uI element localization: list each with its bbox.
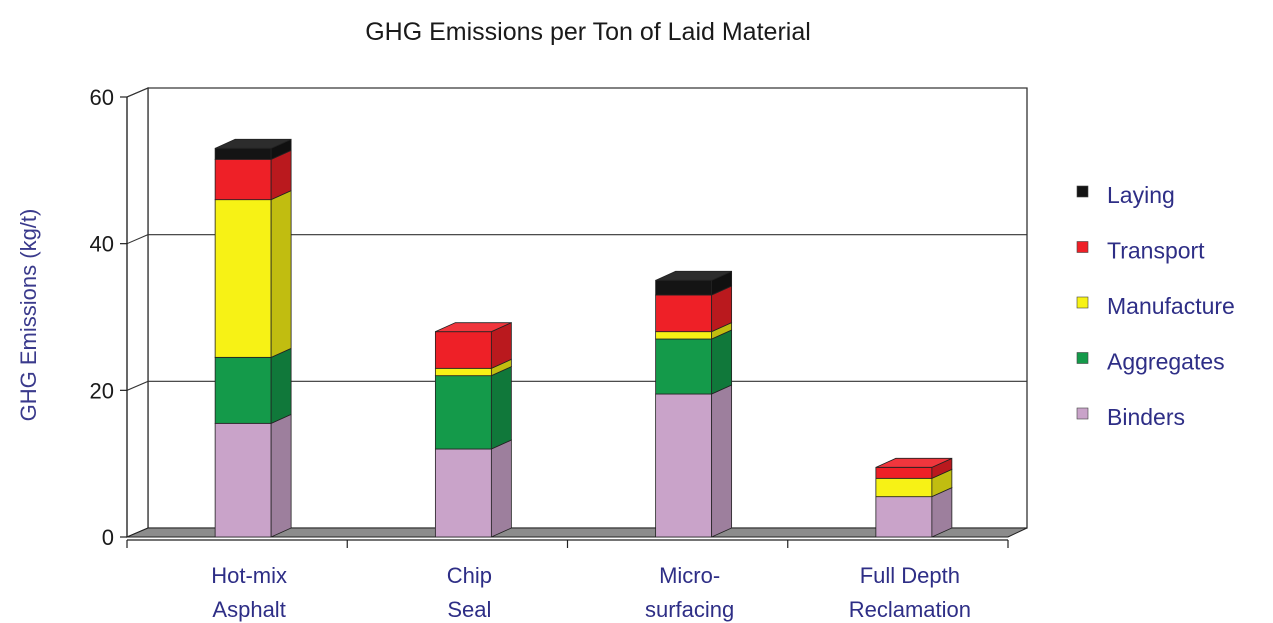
legend-label: Manufacture	[1107, 293, 1235, 319]
plot-back-wall	[147, 87, 1028, 529]
gridline	[126, 234, 149, 245]
y-tick-label: 0	[102, 525, 114, 550]
bar-segment-side	[490, 366, 512, 450]
bar-segment-front	[655, 331, 713, 340]
bar-segment-front	[655, 294, 713, 333]
x-category-label: Seal	[447, 597, 491, 622]
plot-floor	[126, 527, 1028, 538]
x-axis: Hot-mix Asphalt Chip Seal Micro-surfacing Ful…	[126, 540, 1009, 622]
bar-segment-front	[655, 338, 713, 395]
gridline	[126, 87, 149, 98]
bar-segment-front	[434, 448, 492, 538]
bar-segment-side	[270, 190, 292, 358]
y-axis: 0 20 40 60	[90, 85, 128, 550]
bar-stack	[655, 270, 733, 538]
bar-segment-side	[270, 413, 292, 538]
bar-stack	[434, 322, 512, 538]
bar-segment-front	[875, 466, 933, 479]
bar-segment-front	[875, 496, 933, 538]
bar-segment-front	[214, 158, 272, 201]
legend-swatch	[1076, 296, 1089, 309]
legend: Laying Transport Manufacture Aggregates Bind…	[1076, 182, 1235, 430]
legend-label: Laying	[1107, 182, 1175, 208]
bar-segment-front	[655, 393, 713, 538]
legend-swatch	[1076, 241, 1089, 253]
plot-area	[126, 87, 1028, 541]
bar-segment-front	[214, 422, 272, 538]
bar-segment-side	[711, 329, 733, 395]
bar-top	[655, 270, 732, 281]
x-category-label: Full Depth	[860, 563, 960, 588]
bar-segment-front	[214, 199, 272, 358]
x-category-label: Micro-	[659, 563, 720, 588]
bar-segment-front	[875, 477, 933, 498]
x-category-label: Reclamation	[849, 597, 971, 622]
gridline	[126, 380, 149, 391]
bar-segment-front	[434, 375, 492, 450]
legend-label: Binders	[1107, 404, 1185, 430]
legend-swatch	[1076, 185, 1089, 198]
bar-segment-front	[434, 331, 492, 369]
bar-segment-side	[711, 384, 733, 538]
plot-side-wall	[126, 87, 149, 538]
y-tick-label: 40	[90, 232, 114, 257]
x-category-label: Hot-mix	[211, 563, 287, 588]
y-tick-label: 60	[90, 85, 114, 110]
bar-stack	[875, 457, 953, 538]
chart-title: GHG Emissions per Ton of Laid Material	[365, 18, 811, 46]
x-category-label: surfacing	[645, 597, 734, 622]
legend-swatch	[1076, 407, 1089, 420]
bar-segment-front	[214, 147, 272, 160]
bar-top	[214, 138, 292, 149]
bar-stack	[214, 138, 292, 538]
legend-label: Aggregates	[1107, 349, 1225, 375]
legend-swatch	[1076, 352, 1089, 364]
bar-segment-front	[434, 367, 492, 377]
bar-segment-front	[655, 279, 713, 296]
y-tick-label: 20	[90, 378, 114, 403]
bar-segment-side	[490, 439, 512, 538]
x-category-label: Chip	[447, 563, 492, 588]
bar-top	[875, 457, 953, 468]
bar-top	[435, 322, 512, 333]
bar-segment-front	[214, 356, 272, 424]
y-axis-label: GHG Emissions (kg/t)	[16, 209, 41, 422]
legend-label: Transport	[1107, 238, 1205, 264]
x-category-label: Asphalt	[212, 597, 285, 622]
bar-segment-side	[270, 347, 292, 424]
